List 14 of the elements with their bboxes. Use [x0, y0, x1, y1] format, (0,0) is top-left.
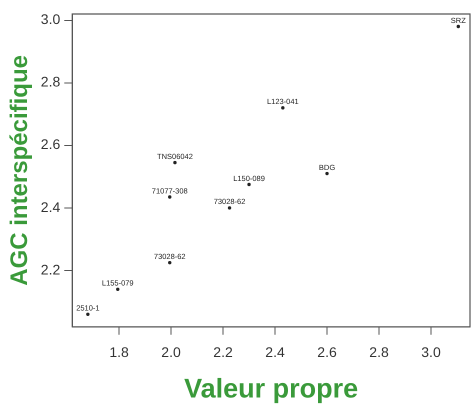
x-tick-label: 1.8	[109, 344, 129, 360]
y-tick-label: 2.4	[40, 198, 60, 215]
y-tick-label: 3.0	[40, 11, 60, 28]
x-tick-label: 2.0	[161, 344, 181, 360]
x-tick-label: 2.6	[317, 344, 337, 360]
x-axis-title: Valeur propre	[184, 373, 358, 404]
y-tick-label: 2.8	[40, 74, 60, 90]
x-tick-label: 3.0	[421, 344, 441, 360]
y-tick-label: 2.6	[40, 136, 60, 152]
x-tick-label: 2.8	[369, 344, 389, 360]
y-axis-title: AGC interspécifique	[6, 55, 34, 286]
y-tick-label: 2.2	[40, 261, 60, 278]
x-tick-label: 2.2	[213, 344, 233, 360]
x-tick-label: 2.4	[265, 344, 285, 360]
